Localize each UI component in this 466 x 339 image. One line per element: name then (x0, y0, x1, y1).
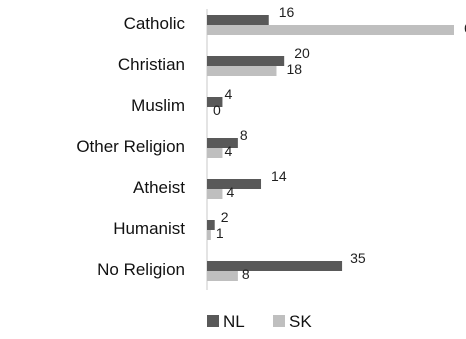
bar-nl-other-religion (207, 138, 238, 148)
value-labels: 16642018408414421358 (213, 4, 466, 282)
legend-label-nl: NL (223, 312, 245, 331)
bar-nl-atheist (207, 179, 262, 189)
data-label-sk-catholic: 64 (464, 20, 466, 36)
data-label-nl-no-religion: 35 (350, 250, 366, 266)
data-label-nl-other-religion: 8 (240, 127, 248, 143)
bar-sk-christian (207, 66, 277, 76)
legend-swatch-sk (273, 315, 285, 327)
bar-nl-muslim (207, 97, 223, 107)
category-label-catholic: Catholic (124, 14, 186, 33)
data-label-nl-catholic: 16 (279, 4, 295, 20)
bar-nl-catholic (207, 15, 269, 25)
data-label-sk-christian: 18 (286, 61, 302, 77)
bar-sk-other-religion (207, 148, 223, 158)
data-label-sk-muslim: 0 (213, 102, 221, 118)
category-label-atheist: Atheist (133, 178, 185, 197)
bar-sk-humanist (207, 230, 211, 240)
data-label-sk-no-religion: 8 (242, 266, 250, 282)
bar-sk-no-religion (207, 271, 238, 281)
bars-layer (207, 15, 454, 281)
data-label-sk-atheist: 4 (226, 184, 234, 200)
category-label-muslim: Muslim (131, 96, 185, 115)
category-label-christian: Christian (118, 55, 185, 74)
category-label-humanist: Humanist (113, 219, 185, 238)
data-label-nl-atheist: 14 (271, 168, 287, 184)
data-label-nl-muslim: 4 (224, 86, 232, 102)
data-label-nl-christian: 20 (294, 45, 310, 61)
category-label-no-religion: No Religion (97, 260, 185, 279)
category-labels: Catholic Christian Muslim Other Religion Ath… (76, 14, 185, 279)
data-label-nl-humanist: 2 (221, 209, 229, 225)
bar-sk-catholic (207, 25, 454, 35)
category-label-other-religion: Other Religion (76, 137, 185, 156)
legend: NL SK (207, 312, 312, 331)
legend-label-sk: SK (289, 312, 312, 331)
data-label-sk-other-religion: 4 (224, 143, 232, 159)
data-label-sk-humanist: 1 (216, 225, 224, 241)
legend-swatch-nl (207, 315, 219, 327)
bar-sk-atheist (207, 189, 223, 199)
bar-nl-christian (207, 56, 285, 66)
bar-nl-no-religion (207, 261, 343, 271)
bar-nl-humanist (207, 220, 215, 230)
